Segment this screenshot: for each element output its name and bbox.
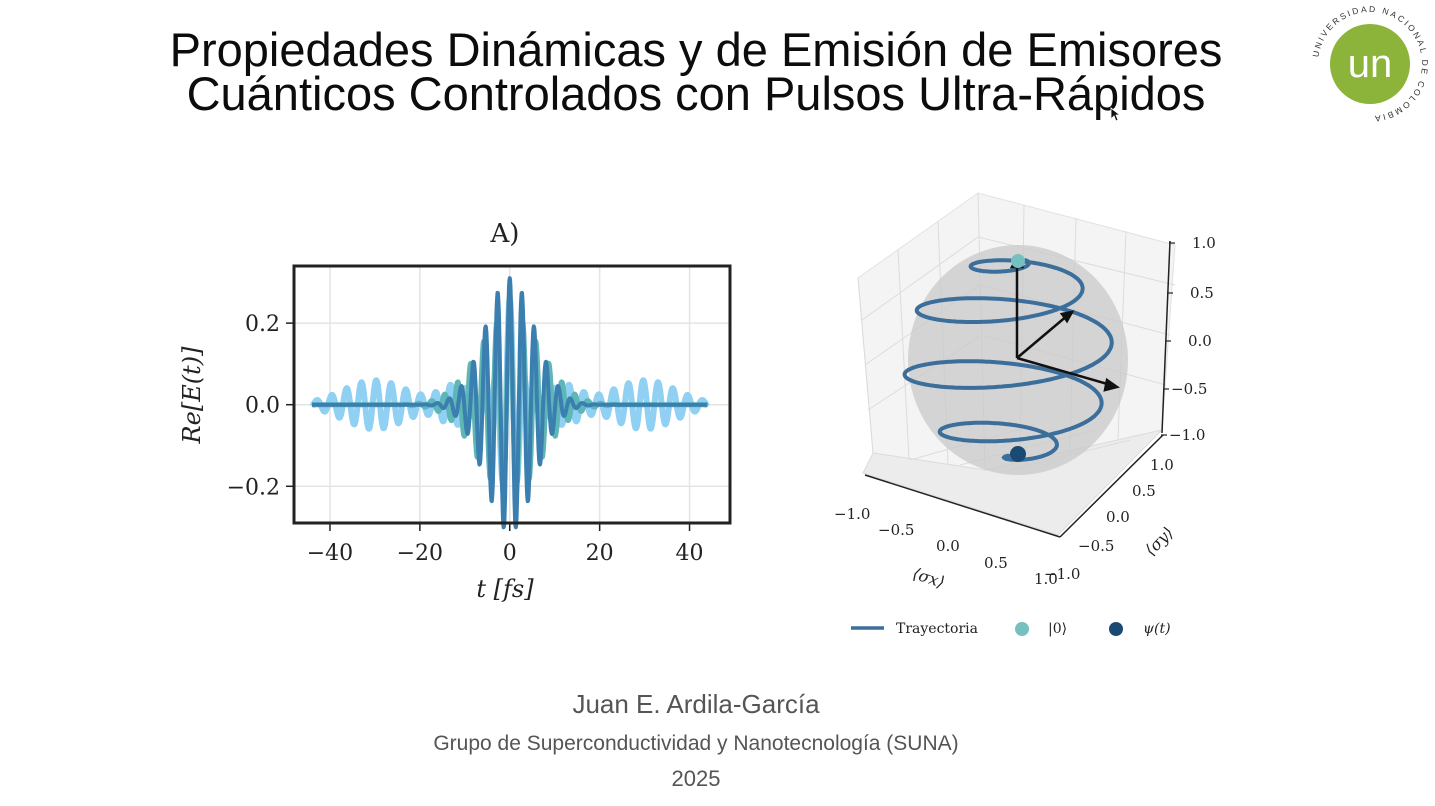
y-tick-label: −1.0: [1044, 565, 1080, 583]
x-tick-label: −0.5: [878, 521, 914, 539]
legend-label-trajectory: Trayectoria: [896, 621, 978, 637]
y-tick-label: 0.5: [1132, 482, 1156, 500]
year: 2025: [671, 766, 721, 791]
legend-dot-psi: [1109, 622, 1123, 636]
bloch-x-label: ⟨σx⟩: [910, 564, 947, 592]
university-logo: un UNIVERSIDAD NACIONAL DE COLOMBIA: [1310, 4, 1427, 124]
y-tick-label: −0.5: [1078, 537, 1114, 555]
x-tick-label: 0.5: [984, 554, 1008, 572]
panel-gridline: [897, 249, 910, 460]
logo-text: un: [1348, 42, 1393, 86]
bloch-y-label: ⟨σy⟩: [1141, 523, 1177, 559]
y-tick-label: 1.0: [1150, 456, 1174, 474]
z-tick-label: 0.0: [1188, 332, 1212, 350]
z-tick-label: 1.0: [1192, 234, 1216, 252]
slide-title: Propiedades Dinámicas y de Emisión de Em…: [0, 23, 1392, 120]
chart-a-title: A): [490, 219, 520, 249]
title-line-1: Propiedades Dinámicas y de Emisión de Em…: [169, 23, 1223, 76]
x-tick-label: 40: [676, 541, 704, 566]
z-tick-label: −0.5: [1171, 380, 1207, 398]
psi-state-marker: [1010, 446, 1026, 462]
research-group: Grupo de Superconductividad y Nanotecnol…: [433, 732, 959, 755]
bloch-legend: Trayectoria |0⟩ ψ(t): [851, 621, 1171, 637]
x-tick-label: 0: [503, 541, 517, 566]
ground-state-marker: [1011, 254, 1025, 268]
x-tick-label: −40: [307, 541, 353, 566]
author-name: Juan E. Ardila-García: [572, 689, 820, 719]
y-tick-label: −0.2: [227, 475, 280, 500]
x-tick-label: 20: [586, 541, 614, 566]
x-tick-label: 1.0: [1034, 570, 1058, 588]
y-tick-label: 0.0: [245, 394, 280, 419]
z-tick-label: 0.5: [1190, 284, 1214, 302]
legend-label-psi: ψ(t): [1143, 621, 1171, 637]
y-tick-label: 0.0: [1106, 508, 1130, 526]
panel-gridline: [857, 277, 874, 454]
mouse-cursor-icon: [1110, 107, 1122, 122]
z-tick-label: −1.0: [1169, 426, 1205, 444]
bloch-sphere-chart: 1.00.50.0−0.5−1.0−1.0−0.50.00.51.01.00.5…: [834, 192, 1216, 637]
x-tick-label: 0.0: [936, 537, 960, 555]
y-tick-label: 0.2: [245, 312, 280, 337]
title-line-2: Cuánticos Controlados con Pulsos Ultra-R…: [186, 67, 1206, 120]
panel-gridline: [861, 236, 1176, 321]
x-tick-label: −20: [397, 541, 443, 566]
x-tick-label: −1.0: [834, 505, 870, 523]
chart-a-xlabel: t [fs]: [476, 575, 534, 603]
legend-label-ground: |0⟩: [1048, 621, 1067, 637]
chart-a-ylabel: Re[E(t)]: [178, 346, 206, 445]
x-axis-arrow: [1016, 356, 1112, 387]
pulse-series-line: [310, 276, 710, 530]
y-axis-arrow: [1016, 314, 1069, 359]
chart-a-frame: [292, 264, 732, 525]
legend-dot-ground: [1015, 622, 1029, 636]
pulse-field-chart: A) −40 −20 0 20 40 −0.2 0.0 0.2 t [fs] Re[E(t)]: [178, 219, 732, 603]
